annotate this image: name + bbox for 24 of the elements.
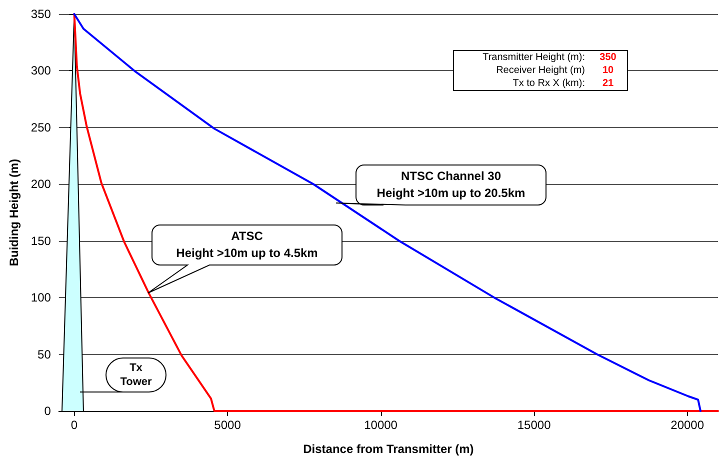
annotation: ATSC Height >10m up to 4.5km xyxy=(176,228,318,262)
y-tick-label: 350 xyxy=(30,7,52,21)
annotation: Tx to Rx X (km): xyxy=(512,77,586,90)
x-tick-label: 10000 xyxy=(364,418,398,432)
x-tick-label: 5000 xyxy=(214,418,242,432)
y-tick-label: 150 xyxy=(30,234,52,248)
annotation: 10 xyxy=(601,64,615,77)
y-tick-label: 50 xyxy=(38,347,52,362)
annotation: 21 xyxy=(601,77,615,90)
y-tick-label: 0 xyxy=(44,404,52,418)
x-tick-label: 0 xyxy=(70,418,78,432)
y-tick-label: 100 xyxy=(30,290,52,305)
y-tick-label: 250 xyxy=(30,120,52,134)
annotation: Transmitter Height (m): xyxy=(482,51,586,64)
x-tick-label: 15000 xyxy=(517,418,552,432)
annotation: 350 xyxy=(598,51,618,64)
x-axis-title: Distance from Transmitter (m) xyxy=(303,442,474,456)
y-tick-label: 200 xyxy=(30,177,52,192)
y-tick-label: 300 xyxy=(30,64,52,78)
x-tick-label: 20000 xyxy=(670,418,704,432)
annotation: NTSC Channel 30 Height >10m up to 20.5km xyxy=(376,168,526,202)
annotation: Receiver Height (m) xyxy=(495,64,586,77)
annotation: Tx Tower xyxy=(120,361,152,389)
y-axis-title: Buiding Height (m) xyxy=(7,158,21,266)
